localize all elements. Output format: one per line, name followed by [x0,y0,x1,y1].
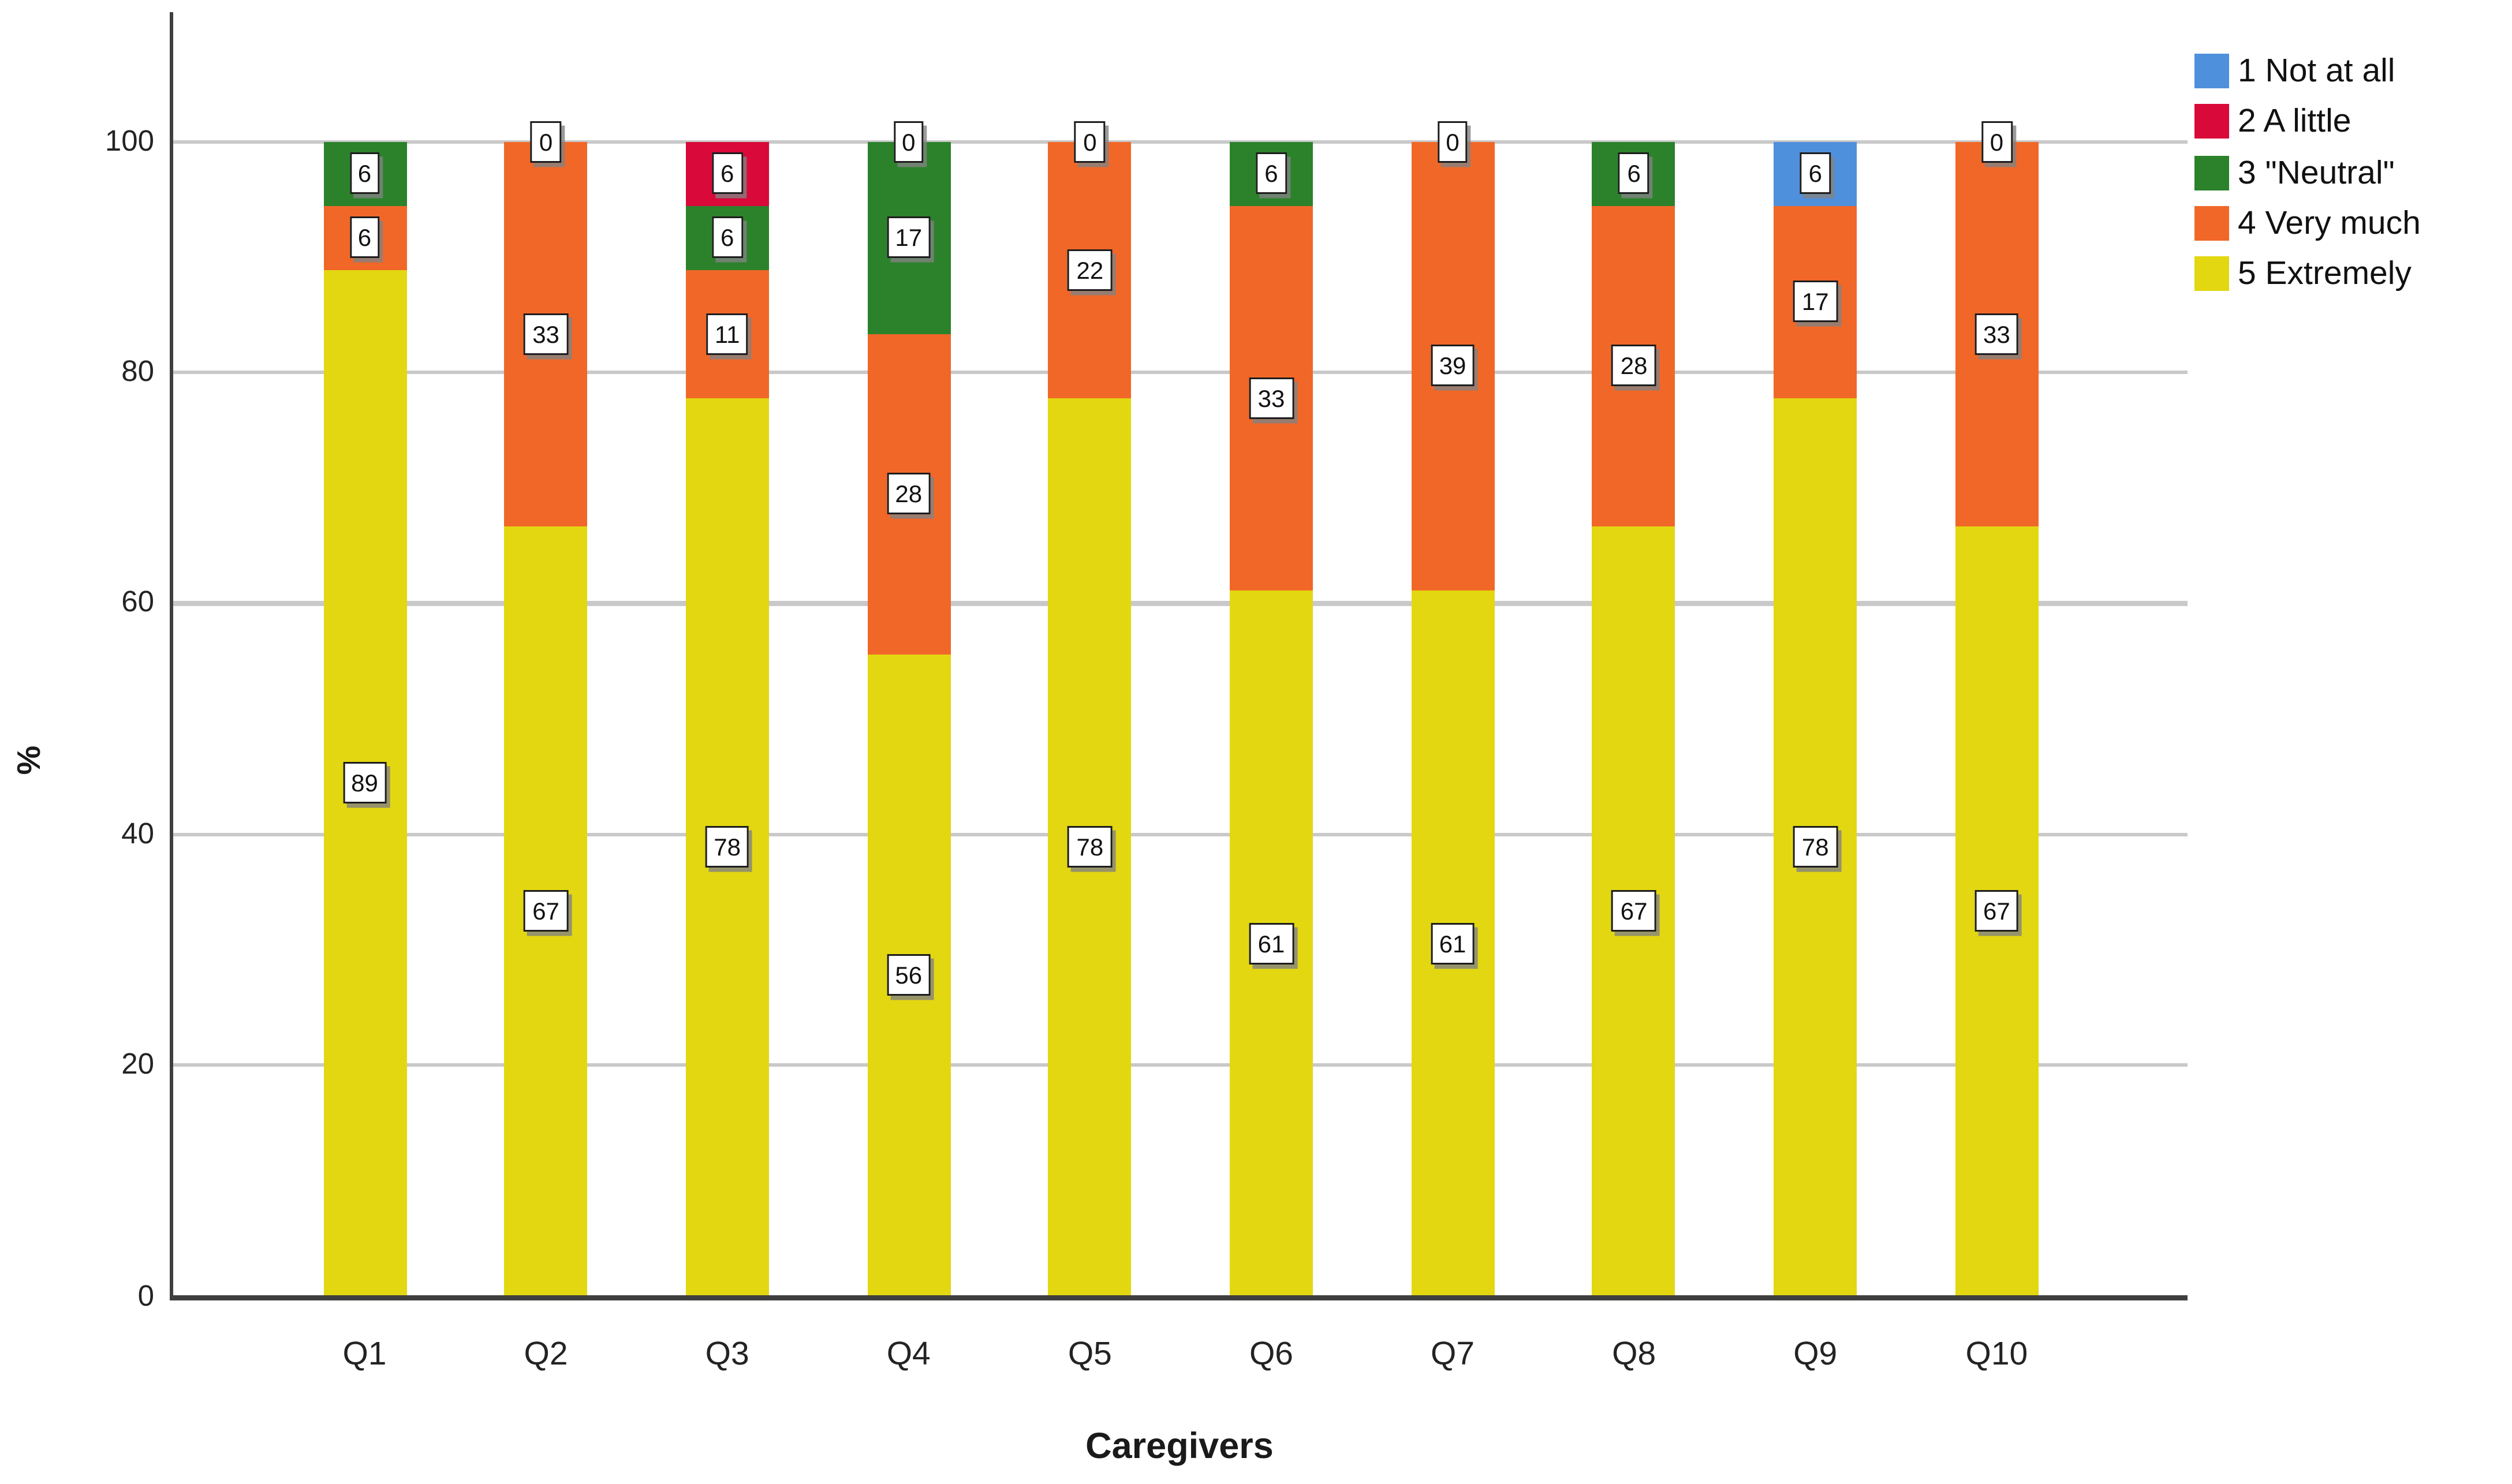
data-label-q9-not_at_all: 6 [1800,152,1831,195]
x-category-label-q5: Q5 [1067,1337,1112,1373]
data-label-q10-extremely: 67 [1974,890,2019,932]
data-label-q3-a_little: 6 [711,152,743,195]
data-label-q1-very_much: 6 [349,216,380,259]
y-tick-label-60: 60 [121,586,154,619]
data-label-q6-neutral: 6 [1256,152,1287,195]
x-category-label-q3: Q3 [705,1337,749,1373]
data-label-q1-neutral: 6 [349,152,380,195]
data-label-q3-very_much: 11 [706,313,749,355]
zero-label-q2: 0 [530,121,562,163]
y-tick-label-100: 100 [104,124,154,158]
data-label-q7-extremely: 61 [1430,922,1475,965]
x-category-label-q8: Q8 [1612,1337,1656,1373]
x-category-label-q9: Q9 [1793,1337,1838,1373]
legend-swatch-neutral [2194,155,2229,190]
y-axis-title: % [12,745,48,775]
data-label-q7-very_much: 39 [1430,345,1475,387]
data-label-q2-very_much: 33 [524,313,568,355]
zero-label-q10: 0 [1981,121,2013,163]
legend-label-extremely: 5 Extremely [2238,256,2412,293]
data-label-q3-extremely: 78 [705,826,750,868]
y-tick-label-20: 20 [121,1048,154,1081]
x-axis-line [169,1294,2188,1300]
x-category-label-q7: Q7 [1431,1337,1475,1373]
zero-label-q7: 0 [1437,121,1468,163]
x-category-label-q4: Q4 [886,1337,931,1373]
legend-swatch-a_little [2194,104,2229,139]
gridline-80 [171,370,2188,375]
legend-swatch-not_at_all [2194,54,2229,88]
zero-label-q5: 0 [1074,121,1106,163]
data-label-q8-neutral: 6 [1618,152,1649,195]
data-label-q10-very_much: 33 [1974,313,2019,355]
gridline-60 [171,601,2188,605]
data-label-q2-extremely: 67 [524,890,568,932]
gridline-40 [171,832,2188,836]
data-label-q5-very_much: 22 [1067,249,1113,291]
data-label-q9-extremely: 78 [1793,826,1838,868]
data-label-q8-extremely: 67 [1611,890,1656,932]
legend-label-a_little: 2 A little [2238,104,2351,141]
data-label-q1-extremely: 89 [342,762,387,804]
data-label-q9-very_much: 17 [1793,281,1838,323]
x-axis-title: Caregivers [1085,1427,1274,1467]
y-axis-spine [169,12,174,1300]
y-tick-label-40: 40 [121,817,154,850]
data-label-q6-very_much: 33 [1249,377,1294,419]
data-label-q4-extremely: 56 [886,954,931,996]
data-label-q4-neutral: 17 [886,216,931,259]
legend-label-very_much: 4 Very much [2238,205,2421,242]
y-tick-label-80: 80 [121,355,154,388]
x-category-label-q6: Q6 [1249,1337,1294,1373]
data-label-q8-very_much: 28 [1611,345,1656,387]
zero-label-q4: 0 [893,121,924,163]
data-label-q5-extremely: 78 [1067,826,1113,868]
data-label-q3-neutral: 6 [711,216,743,259]
data-label-q4-very_much: 28 [886,473,931,515]
x-category-label-q10: Q10 [1965,1337,2028,1373]
legend-label-not_at_all: 1 Not at all [2238,54,2395,90]
gridline-20 [171,1063,2188,1068]
gridline-100 [171,139,2188,144]
data-label-q6-extremely: 61 [1249,922,1294,965]
x-category-label-q1: Q1 [342,1337,387,1373]
legend-label-neutral: 3 "Neutral" [2238,155,2395,192]
legend-swatch-extremely [2194,256,2229,291]
y-tick-label-0: 0 [137,1279,154,1312]
x-category-label-q2: Q2 [524,1337,568,1373]
legend-swatch-very_much [2194,205,2229,241]
